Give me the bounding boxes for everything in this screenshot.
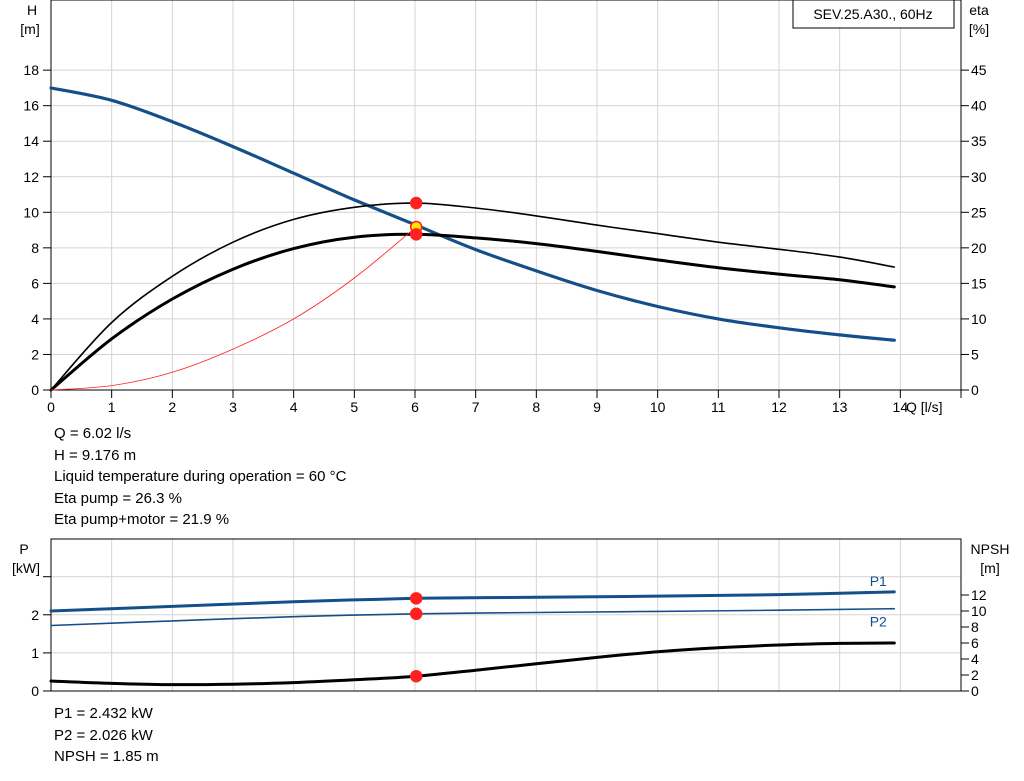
qh-duty-marker-1 (409, 196, 423, 210)
power-duty-marker-0 (409, 592, 423, 605)
qh-xtick-label-12: 12 (771, 399, 787, 415)
power-y2tick-label-2: 4 (971, 651, 979, 667)
npsh-curve (49, 641, 896, 687)
qh-xtick-label-11: 11 (711, 399, 726, 415)
h-curve (49, 86, 896, 342)
power-y2label-line-0: NPSH (971, 541, 1010, 557)
power-y2tick-label-0: 0 (971, 683, 979, 699)
qh-ytick-label-4: 8 (31, 240, 39, 256)
power-y2tick-label-4: 8 (971, 619, 979, 635)
qh-y2tick-label-1: 5 (971, 346, 979, 362)
qh-ytick-label-3: 6 (31, 275, 39, 291)
plot-frames (50, 0, 962, 692)
power-ytick-label-1: 1 (31, 645, 39, 661)
p2-curve (50, 607, 896, 627)
power-y2label-line-1: [m] (980, 560, 999, 576)
text-labels: 024681012141618051015202530354045H[m]eta… (12, 0, 1009, 699)
qh-y2label-line-0: eta (969, 2, 989, 18)
curves (49, 86, 896, 687)
p1-curve (49, 590, 896, 613)
qh-y2tick-label-6: 30 (971, 169, 987, 185)
pump-title: SEV.25.A30., 60Hz (813, 6, 932, 22)
eta-pump-motor-curve (49, 232, 896, 392)
power-info: P1 = 2.432 kW P2 = 2.026 kW NPSH = 1.85 … (54, 703, 159, 768)
eta-pump-readout: Eta pump = 26.3 % (54, 489, 182, 507)
p2-readout: P2 = 2.026 kW (54, 726, 153, 744)
power-duty-marker-2 (409, 669, 423, 683)
qh-ytick-label-2: 4 (31, 311, 39, 327)
power-y2tick-label-1: 2 (971, 667, 979, 683)
power-ytick-label-0: 0 (31, 683, 39, 699)
qh-xtick-label-5: 5 (350, 399, 358, 415)
power-ylabel-line-1: [kW] (12, 560, 40, 576)
p1-series-label: P1 (870, 573, 887, 589)
eta-pump-curve (50, 202, 896, 391)
qh-y2tick-label-5: 25 (971, 204, 987, 220)
qh-ytick-label-7: 14 (23, 133, 39, 149)
p2-series-label: P2 (870, 614, 887, 630)
qh-y2tick-label-8: 40 (971, 98, 987, 114)
npsh-readout: NPSH = 1.85 m (54, 748, 159, 765)
qh-xtick-label-7: 7 (472, 399, 480, 415)
qh-ytick-label-9: 18 (23, 62, 39, 78)
qh-xtick-label-2: 2 (168, 399, 176, 415)
eta-pump-motor-readout: Eta pump+motor = 21.9 % (54, 511, 230, 528)
qh-ylabel-line-1: [m] (20, 21, 39, 37)
flow-readout: Q = 6.02 l/s (54, 425, 132, 442)
qh-xtick-label-9: 9 (593, 399, 601, 415)
qh-duty-marker-2 (409, 228, 423, 241)
power-ylabel-line-0: P (19, 541, 28, 557)
qh-ytick-label-8: 16 (23, 98, 39, 114)
head-readout: H = 9.176 m (54, 446, 137, 464)
qh-xtick-label-8: 8 (532, 399, 540, 415)
power-duty-marker-1 (409, 607, 423, 621)
qh-ytick-label-5: 10 (23, 204, 39, 220)
power-ytick-label-2: 2 (31, 607, 39, 623)
qh-xtick-label-3: 3 (229, 399, 237, 415)
qh-xtick-label-0: 0 (47, 399, 55, 415)
qh-ytick-label-0: 0 (31, 382, 39, 398)
qh-xtick-label-13: 13 (832, 399, 848, 415)
power-y2tick-label-3: 6 (971, 635, 979, 651)
p1-readout: P1 = 2.432 kW (54, 705, 153, 722)
qh-y2tick-label-9: 45 (971, 62, 987, 78)
power-y2tick-label-6: 12 (971, 587, 987, 603)
qh-y2tick-label-3: 15 (971, 275, 987, 291)
pump-title-box (792, 0, 955, 29)
duty-point-info: Q = 6.02 l/s H = 9.176 m Liquid temperat… (54, 423, 346, 531)
qh-y2tick-label-4: 20 (971, 240, 987, 256)
power-y2tick-label-5: 10 (971, 603, 987, 619)
qh-ytick-label-6: 12 (23, 169, 39, 185)
qh-xtick-label-6: 6 (411, 399, 419, 415)
qh-ylabel-line-0: H (27, 2, 37, 18)
qh-y2tick-label-7: 35 (971, 133, 987, 149)
x-axis-label: Q [l/s] (906, 399, 943, 415)
qh-xtick-label-14: 14 (893, 399, 909, 415)
qh-y2label-line-1: [%] (969, 21, 989, 37)
duty-point-markers (409, 196, 423, 683)
axes (43, 69, 969, 692)
qh-y2tick-label-0: 0 (971, 382, 979, 398)
qh-frame (50, 0, 962, 391)
qh-xtick-label-4: 4 (290, 399, 298, 415)
grid (51, 0, 961, 691)
qh-xtick-label-1: 1 (108, 399, 116, 415)
liquid-temperature-readout: Liquid temperature during operation = 60… (54, 468, 347, 485)
qh-xtick-label-10: 10 (650, 399, 666, 415)
qh-y2tick-label-2: 10 (971, 311, 987, 327)
qh-ytick-label-1: 2 (31, 346, 39, 362)
system-curve-curve (50, 226, 417, 391)
